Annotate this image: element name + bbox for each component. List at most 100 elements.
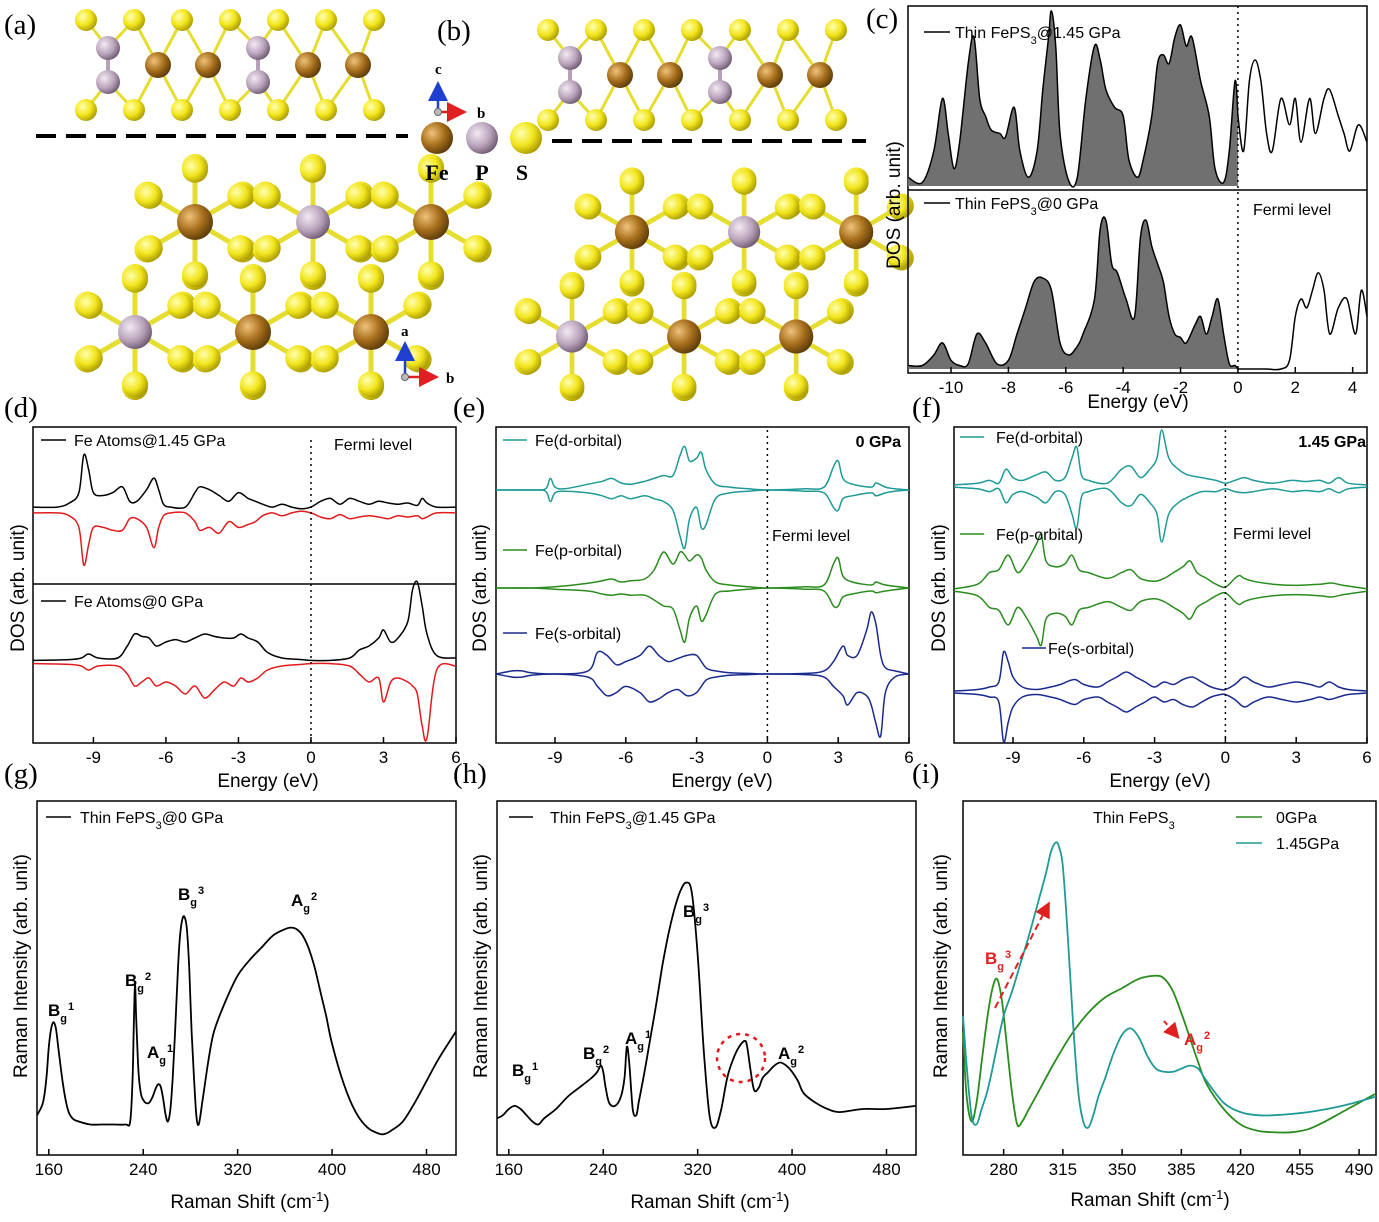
legend-bottom: Thin FePS3@0 GPa [955,196,1098,218]
x-tick-label: -4 [1116,378,1131,397]
s-atom-icon [171,9,193,31]
s-atom-icon [619,269,645,294]
fe-atom-icon [421,122,453,154]
p-atom-icon [558,46,582,70]
dos-unoccupied-line [1237,59,1368,154]
x-axis-label: Energy (eV) [1087,392,1188,413]
s-atom-icon [403,292,430,319]
panel-label-e: (e) [453,392,485,424]
fe-atom-icon [145,52,171,78]
shift-arrow-bg3-icon [994,901,1050,1009]
raman-spectrum-line [962,974,1377,1134]
s-label: S [516,160,528,185]
y-axis-label: DOS (arb. unit) [884,141,905,269]
s-atom-icon [628,348,654,374]
x-tick-label: 0 [306,748,315,767]
chart-e: -9 -6 -3 0 3 6 Fe(d-orbital) Fe(p-orbital) Fe… [470,426,914,792]
x-axis-label: Raman Shift (cm-1) [630,1189,789,1214]
orbital-dos-up [495,611,910,675]
s-atom-icon [418,261,444,288]
x-tick-label: 160 [495,1160,523,1179]
fe-atom-icon [235,314,271,350]
legend: Thin FePS3@1.45 GPa [550,810,716,832]
s-atom-icon [576,244,602,270]
s-atom-icon [167,292,194,319]
structure-panel-b [514,19,914,402]
s-atom-icon [826,348,852,374]
s-atom-icon [619,170,645,195]
legend-bottom: Fe Atoms@0 GPa [74,594,203,611]
fe-atom-icon [177,204,213,240]
p-label: P [475,160,488,185]
s-atom-icon [315,99,337,121]
axes-indicator-top: a b [395,324,454,387]
legend-145gpa: 1.45GPa [1276,836,1339,853]
s-atom-icon [825,19,847,41]
x-tick-label: 0 [1233,378,1242,397]
s-atom-icon [628,299,654,325]
s-atom-icon [285,345,312,372]
s-atom-icon [227,182,254,209]
axes-indicator-side: c b [428,62,485,122]
s-atom-icon [358,371,384,398]
x-tick-label: -3 [231,748,246,767]
chart-d: -9 -6 -3 0 3 6 Fe Atoms@1.45 GPa Fe Atoms@0 G… [8,426,461,792]
s-atom-icon [740,348,766,374]
s-atom-icon [136,182,163,209]
s-atom-icon [843,269,869,294]
s-atom-icon [182,156,208,183]
x-tick-label: 320 [223,1160,251,1179]
dos-unoccupied-line [1237,272,1368,371]
spin-dos-line [32,580,457,662]
x-tick-label: 240 [129,1160,157,1179]
s-atom-icon [688,194,714,220]
s-atom-icon [345,182,372,209]
x-tick-label: -9 [86,748,101,767]
s-atom-icon [800,244,826,270]
p-atom-icon [118,315,152,349]
plot-frame [36,800,457,1156]
orbital-dos-up [495,550,910,589]
x-tick-label: 480 [872,1160,900,1179]
legend-top: Fe Atoms@1.45 GPa [74,433,226,450]
s-atom-icon [585,109,607,131]
x-tick-label: 3 [833,748,842,767]
shift-arrow-ag2-icon [1163,1020,1180,1040]
x-tick-label: -9 [547,748,562,767]
legend: Thin FePS3@0 GPa [80,810,223,832]
p-atom-icon [296,205,330,239]
s-atom-icon [194,292,221,319]
s-atom-icon [537,109,559,131]
panel-label-a: (a) [4,9,36,41]
s-atom-icon [345,235,372,262]
peak-label-bg2: Bg2 [125,971,151,995]
fermi-label: Fermi level [334,437,412,454]
orbital-dos-down [953,692,1368,744]
p-atom-icon [558,80,582,104]
fe-atom-icon [657,62,683,88]
dos-occupied-line [907,10,1239,188]
orbital-dos-down [953,486,1368,543]
s-atom-icon [312,292,339,319]
orbital-dos-down [495,673,910,738]
s-atom-icon [463,182,490,209]
s-atom-icon [559,274,585,300]
x-tick-label: -8 [1001,378,1016,397]
plot-frame [953,426,1368,744]
s-atom-icon [729,19,751,41]
x-tick-label: 6 [451,748,460,767]
x-axis-label: Energy (eV) [671,771,772,792]
fe-label: Fe [425,160,448,185]
fe-atom-icon [195,52,221,78]
dos-occupied-area [908,10,1238,187]
fe-atom-icon [667,319,702,354]
fermi-label: Fermi level [772,528,850,545]
pressure-label: 1.45 GPa [1298,434,1366,451]
s-atom-icon [312,345,339,372]
a-axis-label: a [401,324,409,340]
spin-dos-line [32,453,457,510]
s-atom-icon [886,244,912,270]
s-atom-icon [300,156,326,183]
raman-spectrum-line [36,915,457,1136]
s-atom-icon [372,235,399,262]
